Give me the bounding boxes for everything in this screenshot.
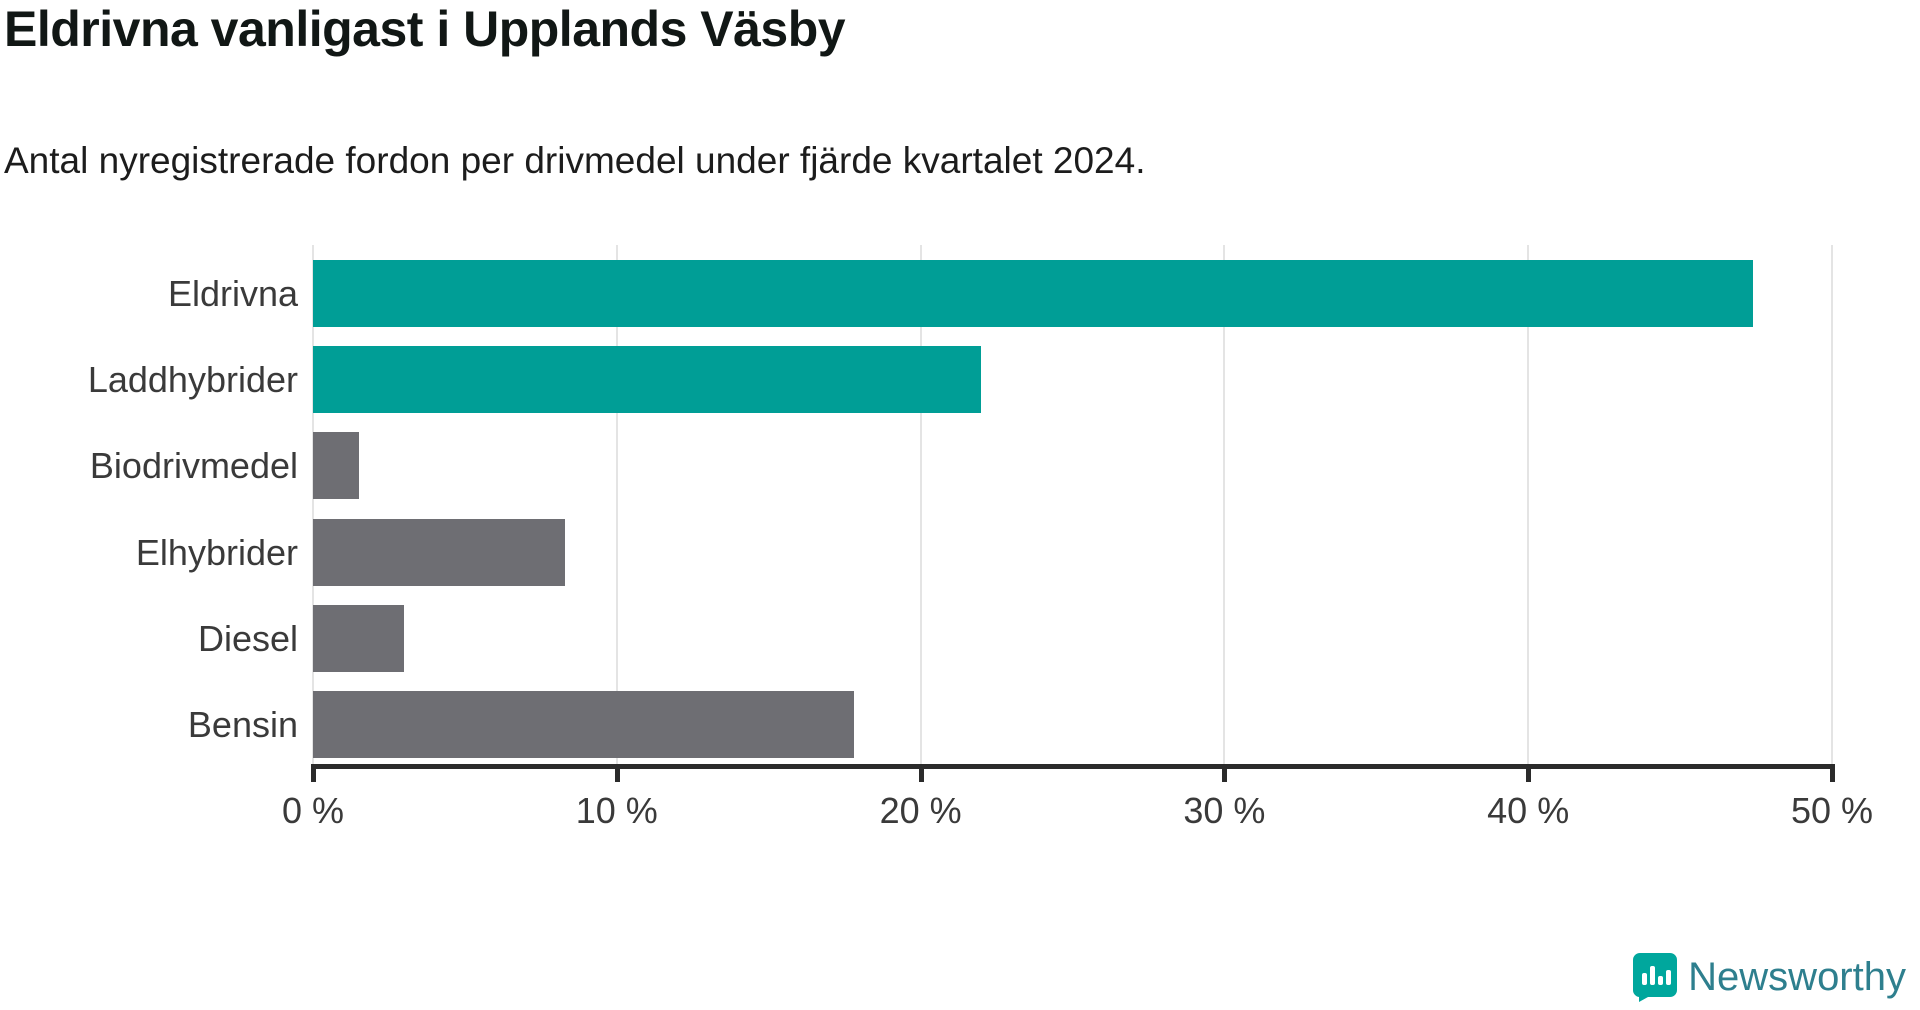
x-tick-label-50: 50 % <box>1790 790 1874 831</box>
x-tick-label-10: 10 % <box>575 790 658 831</box>
x-tick-50 <box>1830 769 1835 782</box>
gridline-40 <box>1527 245 1530 764</box>
chart-title: Eldrivna vanligast i Upplands Väsby <box>4 1 846 57</box>
bar-laddhybrider <box>313 346 981 413</box>
bar-bensin <box>313 691 854 758</box>
x-tick-label-30: 30 % <box>1183 790 1266 831</box>
brand-name: Newsworthy <box>1688 954 1906 999</box>
chart-subtitle: Antal nyregistrerade fordon per drivmede… <box>4 140 1146 181</box>
x-tick-30 <box>1222 769 1228 782</box>
category-label: Laddhybrider <box>87 358 298 400</box>
x-tick-label-0: 0 % <box>281 790 345 831</box>
bar-elhybrider <box>313 519 565 586</box>
category-label: Biodrivmedel <box>89 444 298 486</box>
brand-logo: Newsworthy <box>1632 952 1906 1002</box>
x-tick-label-40: 40 % <box>1487 790 1570 831</box>
bar-biodrivmedel <box>313 432 359 499</box>
x-tick-40 <box>1526 769 1532 782</box>
gridline-10 <box>615 245 618 764</box>
gridline-50 <box>1831 245 1833 764</box>
x-tick-label-20: 20 % <box>879 790 962 831</box>
gridline-30 <box>1223 245 1226 764</box>
x-tick-0 <box>311 769 316 782</box>
x-axis-line <box>311 764 1835 769</box>
bar-eldrivna <box>313 260 1753 327</box>
bar-diesel <box>313 605 404 672</box>
category-label: Bensin <box>187 703 298 745</box>
gridline-20 <box>919 245 922 764</box>
category-label: Diesel <box>197 617 298 659</box>
category-label: Elhybrider <box>135 531 298 573</box>
gridline-0 <box>312 245 314 764</box>
category-label: Eldrivna <box>167 272 298 314</box>
x-tick-10 <box>614 769 620 782</box>
x-tick-20 <box>918 769 924 782</box>
bar-chart-bubble-icon <box>1632 952 1678 1002</box>
